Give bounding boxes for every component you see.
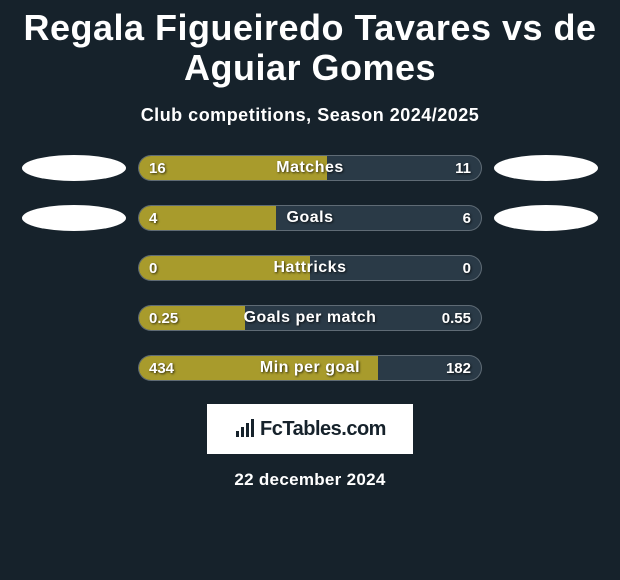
stat-row: 46Goals [0, 204, 620, 232]
stat-label: Matches [139, 156, 481, 180]
stat-label: Goals per match [139, 306, 481, 330]
oval-spacer [22, 305, 126, 331]
stat-bar: 434182Min per goal [138, 355, 482, 381]
oval-spacer [494, 305, 598, 331]
player-right-oval [494, 205, 598, 231]
player-right-oval [494, 155, 598, 181]
stat-label: Goals [139, 206, 481, 230]
logo-text: FcTables.com [260, 418, 386, 441]
stat-bar: 0.250.55Goals per match [138, 305, 482, 331]
stat-bar: 46Goals [138, 205, 482, 231]
stat-row: 1611Matches [0, 154, 620, 182]
page-title: Regala Figueiredo Tavares vs de Aguiar G… [0, 8, 620, 87]
player-left-oval [22, 205, 126, 231]
barchart-icon [234, 418, 256, 440]
stat-label: Hattricks [139, 256, 481, 280]
oval-spacer [494, 355, 598, 381]
stat-row: 434182Min per goal [0, 354, 620, 382]
subtitle: Club competitions, Season 2024/2025 [0, 105, 620, 126]
stat-row: 0.250.55Goals per match [0, 304, 620, 332]
oval-spacer [22, 255, 126, 281]
stat-row: 00Hattricks [0, 254, 620, 282]
date-label: 22 december 2024 [0, 470, 620, 490]
stat-label: Min per goal [139, 356, 481, 380]
comparison-infographic: Regala Figueiredo Tavares vs de Aguiar G… [0, 0, 620, 580]
oval-spacer [494, 255, 598, 281]
stat-bar: 1611Matches [138, 155, 482, 181]
oval-spacer [22, 355, 126, 381]
logo-box: FcTables.com [207, 404, 413, 454]
stat-bar: 00Hattricks [138, 255, 482, 281]
player-left-oval [22, 155, 126, 181]
stat-rows: 1611Matches 46Goals 00Hattricks 0.250.55Goa… [0, 154, 620, 382]
